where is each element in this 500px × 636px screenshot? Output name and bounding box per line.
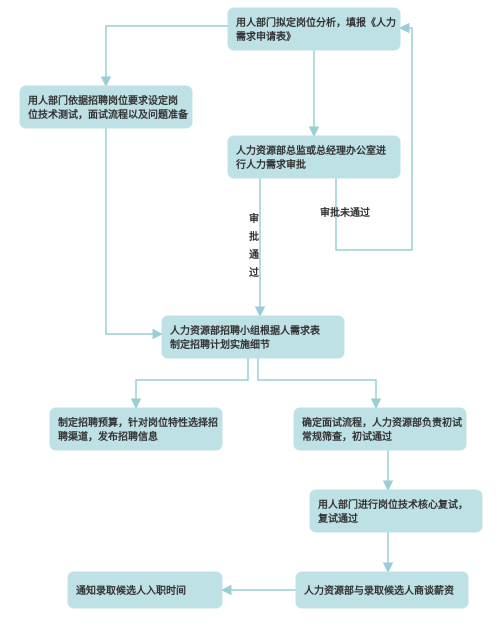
node-n9: 通知录取候选人入职时间 bbox=[68, 572, 222, 608]
edge-e7 bbox=[258, 358, 376, 408]
node-text-n1-1: 需求申请表》 bbox=[236, 30, 296, 43]
node-n6: 确定面试流程，人力资源部负责初试常规筛查，初试通过 bbox=[294, 408, 466, 450]
edge-e1 bbox=[106, 26, 228, 86]
edge-label-e4: 过 bbox=[249, 266, 259, 279]
node-n2: 用人部门依据招聘岗位要求设定岗位技术测试，面试流程以及问题准备 bbox=[20, 86, 192, 128]
edge-e6 bbox=[136, 358, 248, 408]
edge-label-e4: 审 bbox=[249, 212, 259, 225]
node-text-n6-1: 常规筛查，初试通过 bbox=[302, 430, 392, 443]
flowchart-canvas: 审批通过审批未通过用人部门拟定岗位分析，填报《人力需求申请表》用人部门依据招聘岗… bbox=[0, 0, 500, 636]
edge-e3 bbox=[106, 128, 162, 334]
node-text-n8-0: 人力资源部与录取候选人商谈薪资 bbox=[304, 584, 454, 597]
node-text-n4-1: 制定招聘计划实施细节 bbox=[170, 338, 270, 351]
node-text-n5-1: 聘渠道，发布招聘信息 bbox=[58, 430, 158, 443]
node-text-n3-0: 人力资源部总监或总经理办公室进 bbox=[236, 144, 386, 157]
node-n1: 用人部门拟定岗位分析，填报《人力需求申请表》 bbox=[228, 8, 400, 50]
node-text-n4-0: 人力资源部招聘小组根据人需求表 bbox=[170, 324, 321, 337]
node-text-n2-0: 用人部门依据招聘岗位要求设定岗 bbox=[27, 94, 178, 107]
node-text-n9-0: 通知录取候选人入职时间 bbox=[76, 584, 186, 597]
node-n7: 用人部门进行岗位技术核心复试，复试通过 bbox=[310, 490, 482, 532]
edge-label-e4: 通 bbox=[249, 249, 259, 261]
node-text-n2-1: 位技术测试，面试流程以及问题准备 bbox=[28, 108, 189, 121]
node-n4: 人力资源部招聘小组根据人需求表制定招聘计划实施细节 bbox=[162, 316, 344, 358]
node-n8: 人力资源部与录取候选人商谈薪资 bbox=[296, 572, 468, 608]
node-n3: 人力资源部总监或总经理办公室进行人力需求审批 bbox=[228, 136, 400, 178]
edge-label-e4: 批 bbox=[249, 230, 259, 243]
node-text-n3-1: 行人力需求审批 bbox=[235, 158, 306, 171]
node-text-n7-1: 复试通过 bbox=[317, 512, 358, 525]
node-text-n5-0: 制定招聘预算，针对岗位特性选择招 bbox=[58, 416, 218, 429]
node-text-n6-0: 确定面试流程，人力资源部负责初试 bbox=[302, 416, 462, 429]
node-text-n1-0: 用人部门拟定岗位分析，填报《人力 bbox=[235, 16, 396, 29]
node-n5: 制定招聘预算，针对岗位特性选择招聘渠道，发布招聘信息 bbox=[50, 408, 222, 450]
node-text-n7-0: 用人部门进行岗位技术核心复试， bbox=[317, 498, 468, 511]
edge-label-e5: 审批未通过 bbox=[320, 206, 370, 219]
